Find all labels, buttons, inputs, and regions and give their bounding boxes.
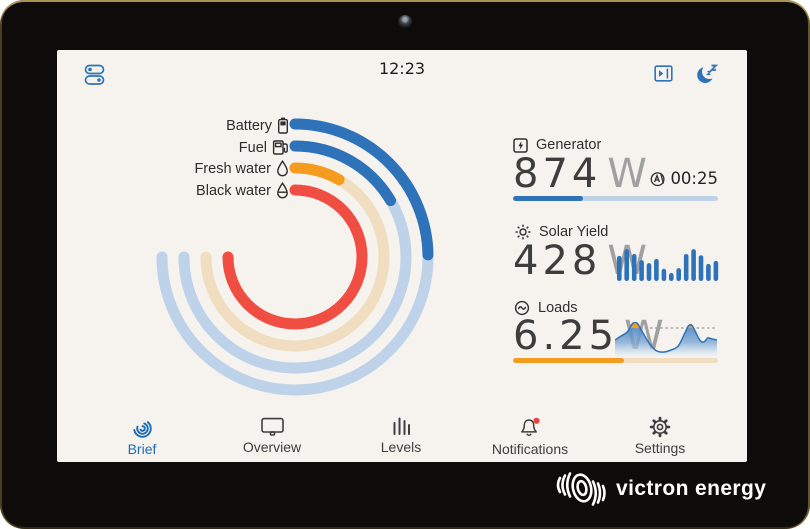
tank-gauge (156, 118, 434, 396)
generator-value: 874 W (513, 154, 647, 194)
tank-label-fuel: Fuel (117, 139, 289, 156)
tab-settings-label: Settings (634, 440, 686, 456)
fuel-pump-icon (272, 139, 289, 156)
tank-label-text: Black water (196, 182, 271, 199)
loads-header: Loads (514, 300, 578, 316)
tank-label-black-water: Black water (117, 182, 289, 199)
battery-icon (277, 117, 289, 134)
pages-toggle-button[interactable] (84, 64, 105, 86)
remote-console-button[interactable] (654, 65, 673, 82)
victron-logo-text: victron energy (616, 477, 767, 500)
solar-watts: 428 (513, 238, 602, 284)
solar-bar (706, 263, 711, 281)
camera-lens (398, 15, 412, 29)
loads-bar-fill (513, 358, 624, 363)
screen: 12:23 Battery (57, 50, 747, 462)
solar-bar (669, 273, 674, 281)
gauge-fill (289, 162, 345, 186)
victron-logo: victron energy (552, 466, 766, 512)
tank-label-text: Fresh water (194, 160, 271, 177)
solar-bar (617, 255, 622, 281)
gauge-track (200, 162, 390, 352)
tab-levels[interactable]: Levels (341, 416, 461, 460)
generator-watts: 874 (513, 151, 602, 197)
loads-label: Loads (538, 300, 578, 316)
toggles-icon (84, 64, 105, 86)
overview-icon (260, 416, 285, 437)
loads-watts: 6.25 (513, 313, 619, 359)
clock: 12:23 (378, 59, 426, 78)
generator-bar-fill (513, 196, 583, 201)
bell-icon (518, 416, 542, 439)
solar-bar (654, 259, 659, 281)
countdown-text: 00:25 (670, 169, 718, 188)
tab-notifications[interactable]: Notifications (470, 416, 590, 460)
levels-icon (391, 416, 412, 437)
solar-history-chart (617, 249, 719, 281)
ac-loads-icon (514, 300, 530, 316)
tab-overview[interactable]: Overview (212, 416, 332, 460)
gear-icon (649, 416, 671, 438)
tank-label-fresh-water: Fresh water (117, 160, 289, 177)
loads-bar (513, 358, 718, 363)
water-drop-icon (276, 160, 289, 177)
solar-bar (683, 254, 689, 281)
solar-bar (661, 268, 667, 281)
water-drop-half-icon (276, 182, 289, 199)
solar-bar (713, 260, 719, 281)
auto-start-icon (650, 171, 666, 187)
generator-icon (513, 137, 528, 153)
tank-label-text: Battery (226, 117, 272, 134)
solar-label: Solar Yield (539, 224, 609, 240)
tab-levels-label: Levels (380, 439, 422, 455)
gauge-fill (289, 118, 434, 261)
solar-bar (691, 249, 696, 281)
solar-bar (646, 263, 652, 281)
gauge-fill (222, 184, 368, 330)
tank-label-battery: Battery (117, 117, 289, 134)
tab-overview-label: Overview (242, 439, 302, 455)
tab-brief[interactable]: Brief (82, 416, 202, 460)
display-off-button[interactable] (696, 62, 719, 85)
solar-header: Solar Yield (515, 224, 608, 240)
loads-history-chart (615, 322, 717, 356)
generator-countdown: 00:25 (513, 169, 718, 188)
exit-panel-icon (654, 65, 673, 82)
gauge-fill (289, 140, 397, 206)
solar-bar (676, 268, 681, 281)
solar-bar (698, 255, 704, 281)
tab-brief-label: Brief (127, 441, 157, 457)
brief-icon (131, 416, 154, 439)
solar-bar (624, 249, 629, 281)
sun-icon (515, 224, 531, 240)
generator-unit: W (607, 151, 647, 197)
victron-spiral-icon (552, 466, 610, 512)
generator-bar (513, 196, 718, 201)
solar-bar (631, 254, 637, 281)
tab-notifications-label: Notifications (491, 441, 569, 457)
generator-label: Generator (536, 137, 602, 153)
tank-label-text: Fuel (238, 139, 267, 156)
moon-sleep-icon (696, 62, 719, 85)
solar-bar (639, 260, 644, 281)
tab-settings[interactable]: Settings (600, 416, 720, 460)
generator-header: Generator (513, 137, 601, 153)
